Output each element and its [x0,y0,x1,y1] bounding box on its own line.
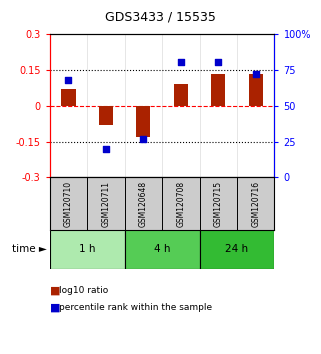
Text: GSM120710: GSM120710 [64,181,73,227]
Text: 24 h: 24 h [225,244,248,255]
Text: percentile rank within the sample: percentile rank within the sample [59,303,213,313]
Text: log10 ratio: log10 ratio [59,286,108,295]
Bar [136,105,151,137]
Point [178,59,183,65]
Bar [125,230,200,269]
Bar [174,84,188,105]
Text: GSM120711: GSM120711 [101,181,110,227]
Text: ■: ■ [50,285,60,295]
Text: 1 h: 1 h [79,244,95,255]
Text: GSM120716: GSM120716 [251,181,260,227]
Text: GSM120648: GSM120648 [139,181,148,227]
Text: ■: ■ [50,303,60,313]
Text: GSM120715: GSM120715 [214,181,223,227]
Bar [211,74,225,105]
Point [216,59,221,65]
Text: GSM120708: GSM120708 [176,181,185,227]
Point [66,77,71,82]
Bar [248,74,263,105]
Point [103,146,108,152]
Bar [50,230,125,269]
Point [141,136,146,142]
Point [253,71,258,77]
Bar [200,230,274,269]
Text: time ►: time ► [12,244,47,255]
Text: GDS3433 / 15535: GDS3433 / 15535 [105,10,216,23]
Bar [61,89,76,105]
Text: 4 h: 4 h [154,244,170,255]
Bar [99,105,113,125]
